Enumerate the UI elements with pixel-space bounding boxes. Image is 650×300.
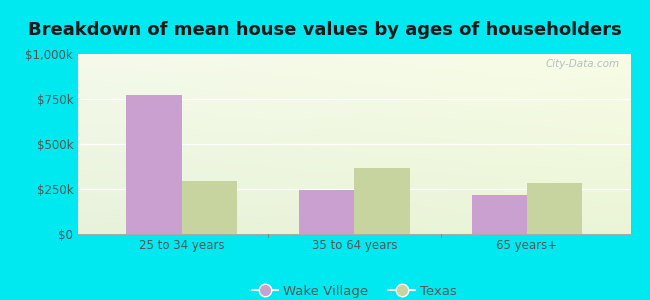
Bar: [472, 195, 527, 234]
Text: Breakdown of mean house values by ages of householders: Breakdown of mean house values by ages o…: [28, 21, 622, 39]
Bar: [181, 181, 237, 234]
Bar: [527, 183, 582, 234]
Legend: Wake Village, Texas: Wake Village, Texas: [246, 279, 462, 300]
Text: City-Data.com: City-Data.com: [545, 59, 619, 69]
Bar: [354, 168, 410, 234]
Bar: [126, 94, 181, 234]
Bar: [299, 190, 354, 234]
